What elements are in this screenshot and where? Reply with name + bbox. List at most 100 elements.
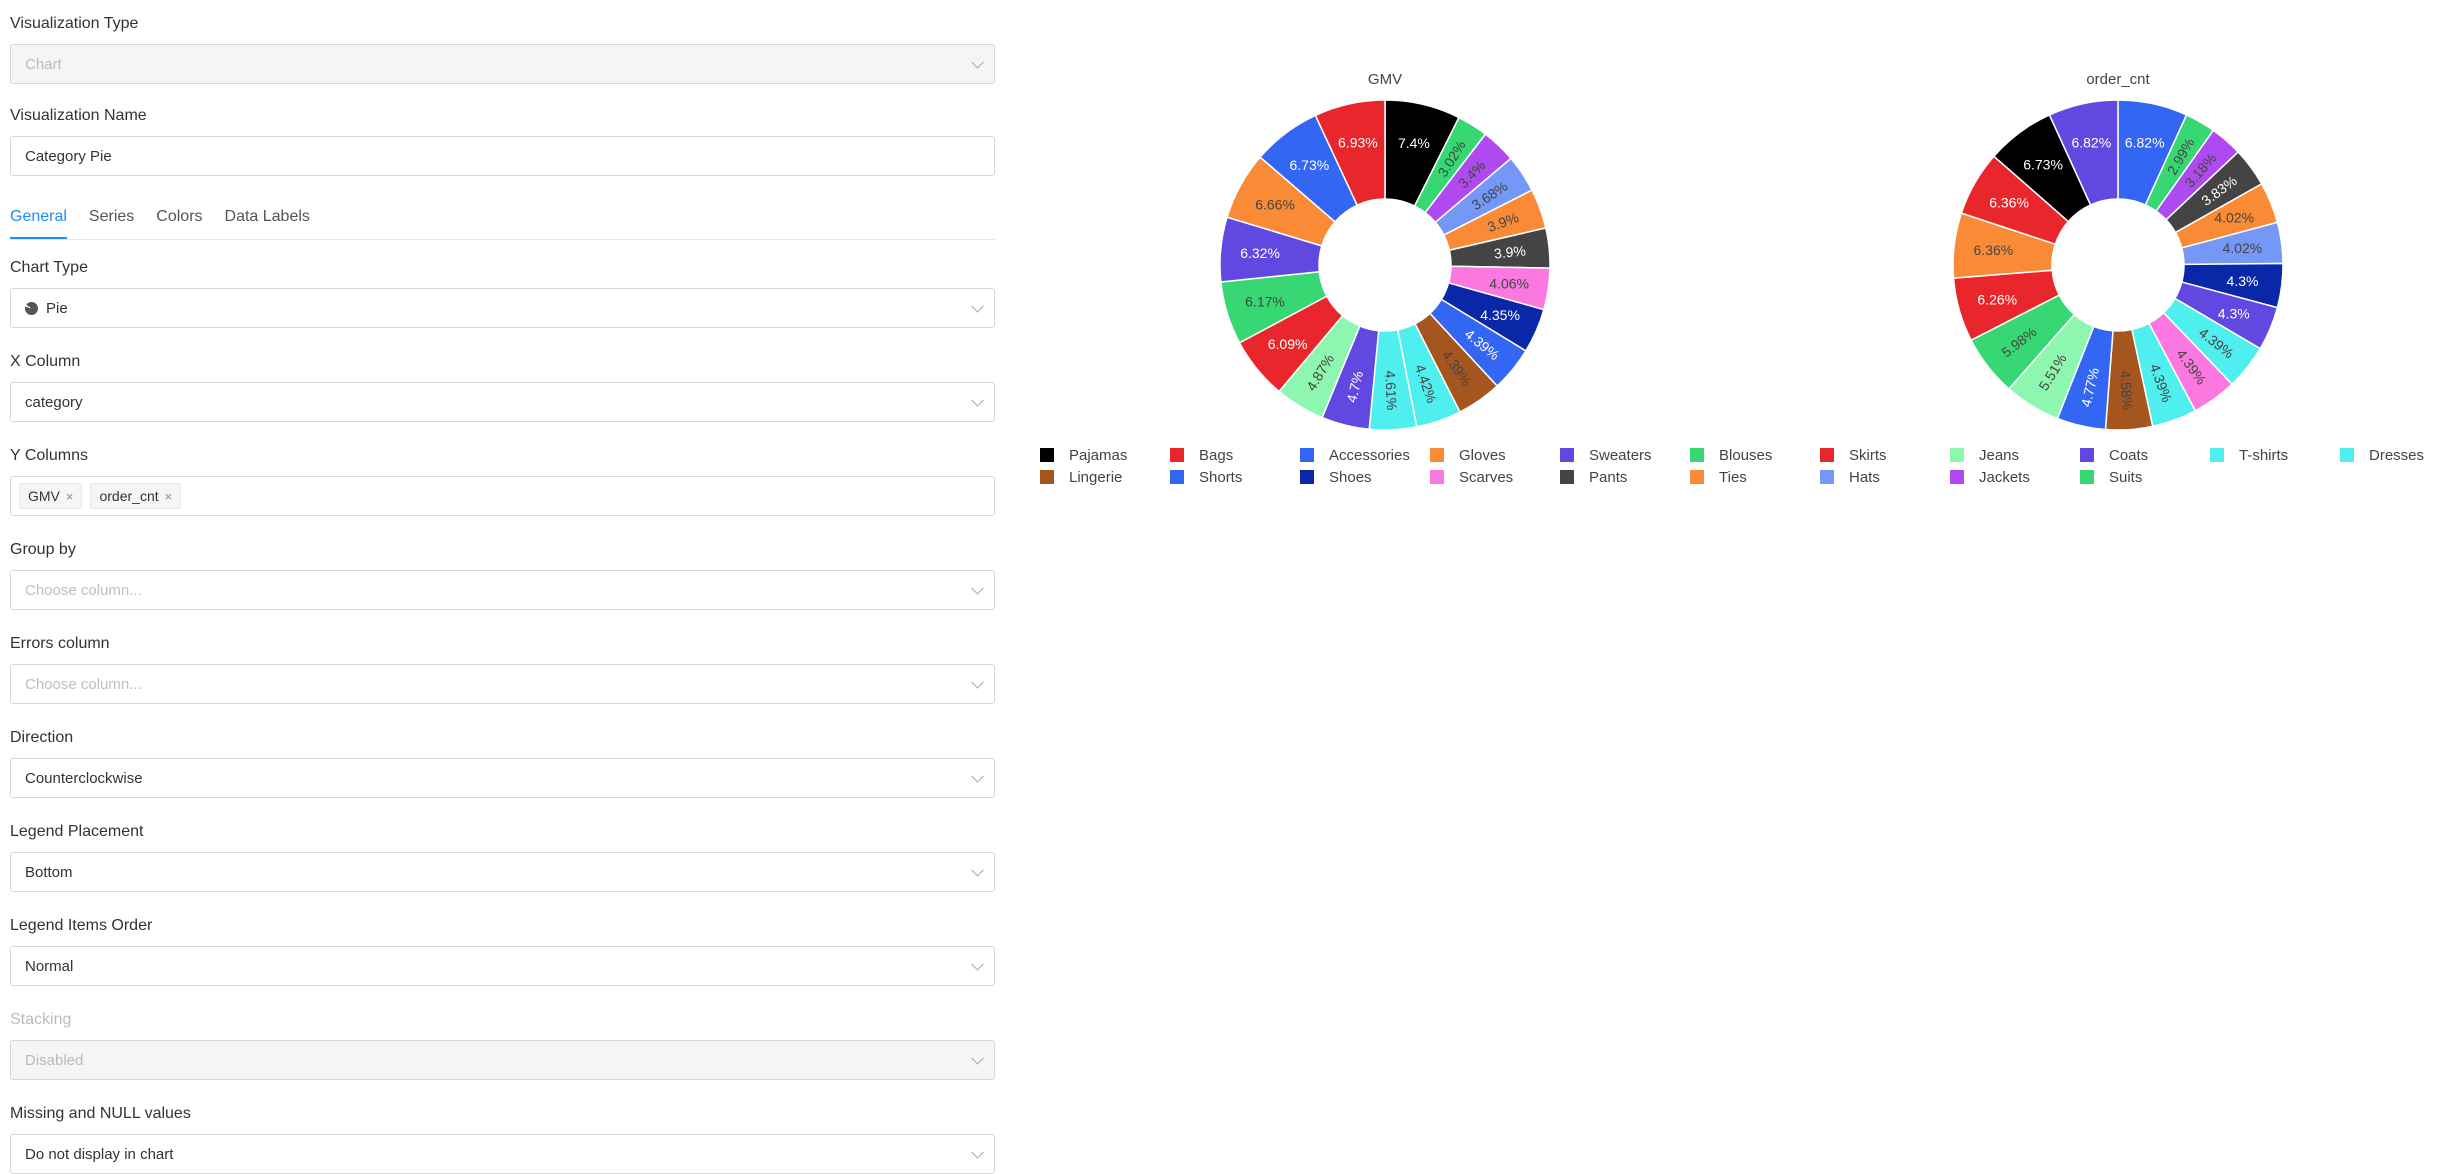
legend-placement-field: Legend Placement Bottom — [10, 821, 995, 892]
direction-value: Counterclockwise — [25, 769, 143, 787]
legend-label: Coats — [2109, 447, 2148, 464]
legend-item[interactable]: Bags — [1170, 447, 1233, 464]
y-columns-field: Y Columns GMV × order_cnt × — [10, 445, 995, 516]
chart-type-select[interactable]: Pie — [10, 288, 995, 328]
tab-colors[interactable]: Colors — [156, 208, 203, 225]
legend-item[interactable]: T-shirts — [2210, 447, 2288, 464]
tab-general[interactable]: General — [10, 196, 67, 239]
slice-label: 6.73% — [2023, 156, 2063, 172]
slice-label: 6.32% — [1240, 245, 1280, 261]
legend-label: Dresses — [2369, 447, 2424, 464]
legend-items-order-select[interactable]: Normal — [10, 946, 995, 986]
y-column-tag: order_cnt × — [90, 483, 182, 509]
errors-column-placeholder: Choose column... — [25, 675, 142, 693]
legend-item[interactable]: Accessories — [1300, 447, 1410, 464]
legend-label: Jeans — [1979, 447, 2019, 464]
chevron-down-icon — [971, 863, 984, 877]
legend-label: Bags — [1199, 447, 1233, 464]
legend-item[interactable]: Sweaters — [1560, 447, 1652, 464]
legend-swatch — [2080, 470, 2094, 484]
stacking-value: Disabled — [25, 1051, 84, 1069]
legend-item[interactable]: Jeans — [1950, 447, 2019, 464]
slice-label: 4.61% — [1382, 370, 1400, 410]
legend-items-order-field: Legend Items Order Normal — [10, 915, 995, 986]
pie-slice[interactable] — [2048, 99, 2119, 206]
tab-data-labels[interactable]: Data Labels — [224, 208, 310, 225]
legend-item[interactable]: Hats — [1820, 469, 1880, 486]
legend-items-order-value: Normal — [25, 957, 74, 975]
slice-label: 4.3% — [2218, 305, 2250, 321]
legend-item[interactable]: Scarves — [1430, 469, 1513, 486]
stacking-field: Stacking Disabled — [10, 1009, 995, 1080]
legend-item[interactable]: Gloves — [1430, 447, 1506, 464]
legend-label: Sweaters — [1589, 447, 1652, 464]
slice-label: 6.93% — [1338, 134, 1378, 150]
legend-swatch — [1300, 470, 1314, 484]
legend-swatch — [1430, 448, 1444, 462]
legend-item[interactable]: Lingerie — [1040, 469, 1122, 486]
editor-tabs: General Series Colors Data Labels — [10, 196, 995, 240]
slice-label: 6.09% — [1268, 336, 1308, 352]
pie-slice[interactable] — [1314, 99, 1386, 207]
legend-item[interactable]: Shoes — [1300, 469, 1372, 486]
slice-label: 6.17% — [1245, 294, 1285, 310]
legend-swatch — [2080, 448, 2094, 462]
viz-name-field: Visualization Name Category Pie — [10, 105, 995, 176]
x-column-value: category — [25, 393, 83, 411]
legend-label: Skirts — [1849, 447, 1887, 464]
chevron-down-icon — [971, 55, 984, 69]
legend-swatch — [1820, 448, 1834, 462]
legend-swatch — [1430, 470, 1444, 484]
errors-column-select[interactable]: Choose column... — [10, 664, 995, 704]
chevron-down-icon — [971, 393, 984, 407]
slice-label: 4.7% — [1343, 369, 1366, 404]
legend-swatch — [1040, 448, 1054, 462]
tab-series[interactable]: Series — [88, 208, 135, 225]
slice-label: 6.36% — [1989, 195, 2029, 211]
legend-placement-select[interactable]: Bottom — [10, 852, 995, 892]
missing-null-select[interactable]: Do not display in chart — [10, 1134, 995, 1174]
chevron-down-icon — [971, 1145, 984, 1159]
errors-column-label: Errors column — [10, 635, 110, 652]
legend-item[interactable]: Suits — [2080, 469, 2142, 486]
legend-swatch — [1950, 448, 1964, 462]
legend-item[interactable]: Blouses — [1690, 447, 1772, 464]
legend-swatch — [1690, 470, 1704, 484]
legend-swatch — [1820, 470, 1834, 484]
chevron-down-icon — [971, 675, 984, 689]
legend-placement-value: Bottom — [25, 863, 73, 881]
legend-item[interactable]: Skirts — [1820, 447, 1887, 464]
pie-title: order_cnt — [2086, 71, 2150, 88]
slice-label: 6.82% — [2125, 134, 2165, 150]
viz-name-input[interactable]: Category Pie — [10, 136, 995, 176]
direction-select[interactable]: Counterclockwise — [10, 758, 995, 798]
legend-item[interactable]: Pants — [1560, 469, 1627, 486]
legend-item[interactable]: Dresses — [2340, 447, 2424, 464]
legend-item[interactable]: Ties — [1690, 469, 1747, 486]
y-columns-select[interactable]: GMV × order_cnt × — [10, 476, 995, 516]
tag-label: GMV — [28, 488, 60, 504]
stacking-label: Stacking — [10, 1011, 72, 1028]
legend-item[interactable]: Shorts — [1170, 469, 1242, 486]
remove-tag-icon[interactable]: × — [65, 488, 74, 504]
legend-label: Accessories — [1329, 447, 1410, 464]
group-by-select[interactable]: Choose column... — [10, 570, 995, 610]
missing-null-field: Missing and NULL values Do not display i… — [10, 1103, 995, 1174]
legend-item[interactable]: Jackets — [1950, 469, 2030, 486]
legend-item[interactable]: Coats — [2080, 447, 2148, 464]
slice-label: 6.26% — [1977, 291, 2017, 307]
remove-tag-icon[interactable]: × — [164, 488, 173, 504]
pie-chart-icon — [25, 301, 38, 315]
slice-label: 3.9% — [1493, 242, 1526, 261]
group-by-label: Group by — [10, 541, 76, 558]
legend-item[interactable]: Pajamas — [1040, 447, 1127, 464]
chart-type-value: Pie — [46, 299, 68, 317]
x-column-select[interactable]: category — [10, 382, 995, 422]
legend-label: Scarves — [1459, 469, 1513, 486]
chevron-down-icon — [971, 957, 984, 971]
direction-label: Direction — [10, 729, 74, 746]
group-by-field: Group by Choose column... — [10, 539, 995, 610]
legend-label: Blouses — [1719, 447, 1772, 464]
legend-swatch — [1300, 448, 1314, 462]
